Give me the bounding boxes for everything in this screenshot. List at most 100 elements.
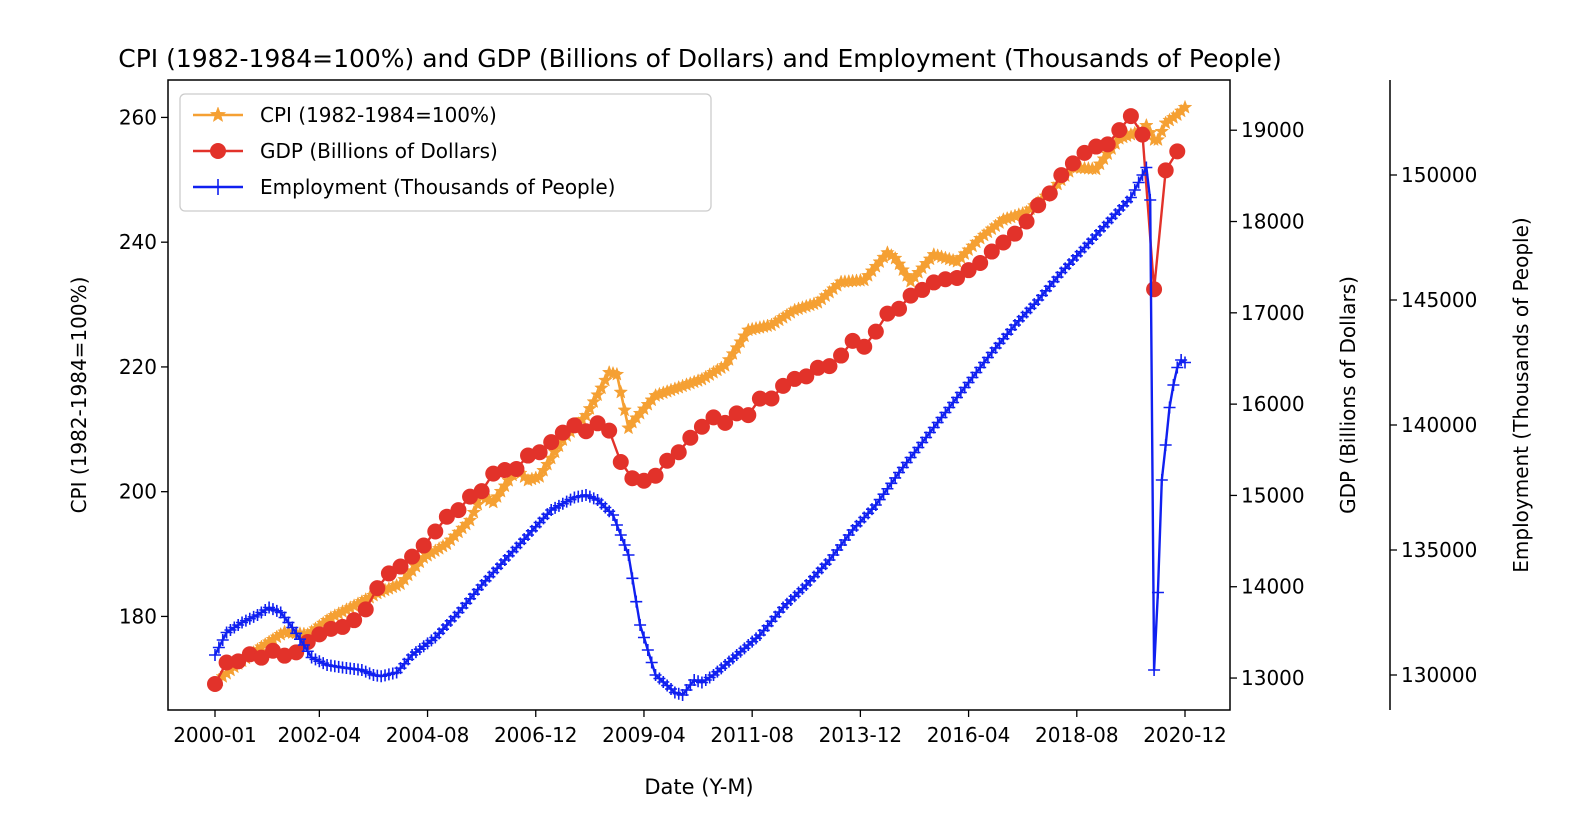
data-point: [1154, 123, 1170, 138]
data-point: [253, 649, 270, 666]
data-point: [230, 653, 247, 670]
data-point: [717, 414, 734, 431]
y-tick-label: 15000: [1241, 483, 1305, 507]
data-point: [210, 179, 226, 195]
data-point: [209, 106, 227, 123]
data-point: [404, 548, 421, 565]
data-point: [891, 256, 907, 271]
data-point: [582, 400, 598, 415]
data-point: [891, 300, 908, 317]
legend-box: [179, 93, 712, 212]
data-point: [288, 644, 305, 661]
data-point: [634, 619, 647, 631]
data-point: [601, 422, 618, 439]
data-point: [438, 508, 455, 525]
data-point: [887, 250, 903, 265]
chart-title: CPI (1982-1984=100%) and GDP (Billions o…: [118, 44, 1281, 73]
data-point: [209, 649, 221, 661]
data-point: [531, 444, 548, 461]
legend-item: CPI (1982-1984=100%): [193, 103, 497, 127]
x-tick-label: 2011-08: [710, 723, 794, 747]
data-point: [1167, 379, 1180, 391]
data-point: [496, 462, 513, 479]
data-point: [630, 595, 643, 608]
y-axis-emp: 130000 135000 140000 145000 150000 Employment…: [1389, 80, 1533, 710]
data-point: [1155, 474, 1168, 486]
x-tick-label: 2002-04: [278, 723, 362, 747]
y-tick-label: 145000: [1401, 288, 1477, 312]
data-point: [682, 429, 699, 446]
data-point: [1064, 155, 1081, 172]
y-tick-label: 13000: [1241, 666, 1305, 690]
series-layer: [207, 99, 1193, 701]
data-point: [1163, 401, 1176, 414]
y-tick-label: 200: [119, 480, 157, 504]
x-tick-label: 2009-04: [602, 723, 686, 747]
data-point: [210, 143, 226, 159]
series-gdp: [207, 108, 1186, 692]
data-point: [899, 267, 915, 283]
data-point: [554, 424, 571, 441]
data-point: [380, 565, 397, 582]
y-tick-label: 130000: [1401, 663, 1477, 687]
data-point: [1179, 356, 1191, 369]
data-point: [1111, 122, 1128, 139]
data-point: [462, 512, 478, 527]
data-point: [607, 509, 620, 521]
data-point: [821, 358, 838, 375]
data-point: [594, 380, 609, 395]
x-tick-label: 2004-08: [386, 723, 470, 747]
data-point: [392, 558, 409, 575]
data-point: [334, 618, 351, 635]
data-point: [207, 675, 223, 692]
x-tick-label: 2020-12: [1143, 723, 1227, 747]
data-point: [645, 656, 658, 669]
data-point: [369, 580, 386, 597]
y-tick-label: 140000: [1401, 413, 1477, 437]
x-tick-label: 2013-12: [819, 723, 903, 747]
data-point: [641, 644, 654, 656]
y-tick-label: 16000: [1241, 392, 1305, 416]
plot-area: [167, 79, 1231, 711]
legend-label: CPI (1982-1984=100%): [260, 103, 497, 127]
x-tick-label: 2016-04: [927, 723, 1011, 747]
y-tick-label: 19000: [1241, 118, 1305, 142]
data-point: [589, 415, 606, 432]
x-tick-label: 2000-01: [173, 723, 257, 747]
x-axis: 2000-01 2002-04 2004-08 2006-12 2009-04 2011-…: [173, 710, 1227, 747]
x-tick-label: 2018-08: [1035, 723, 1119, 747]
y-tick-label: 150000: [1401, 163, 1477, 187]
y-tick-label: 180: [119, 604, 157, 628]
data-point: [1124, 191, 1137, 204]
y-axis-gdp: 13000 14000 15000 16000 17000 18000 19000 GDP (…: [1230, 118, 1360, 690]
data-point: [466, 504, 482, 519]
data-point: [618, 539, 631, 551]
data-point: [613, 384, 629, 399]
legend-label: Employment (Thousands of People): [260, 175, 615, 199]
data-point: [972, 254, 989, 271]
y-tick-label: 260: [119, 105, 157, 129]
data-point: [590, 387, 605, 402]
data-point: [346, 612, 363, 629]
data-point: [450, 502, 467, 519]
data-point: [614, 529, 627, 541]
y-tick-label: 17000: [1241, 301, 1305, 325]
data-point: [1041, 185, 1058, 202]
y-axis-cpi: 180 200 220 240 260 CPI (1982-1984=100%): [67, 105, 168, 628]
data-point: [856, 338, 873, 355]
data-point: [948, 269, 965, 286]
data-point: [301, 645, 314, 658]
data-point: [647, 467, 664, 484]
y-axis-label: CPI (1982-1984=100%): [67, 277, 91, 514]
data-point: [216, 634, 229, 646]
data-point: [659, 452, 676, 469]
data-point: [1177, 99, 1193, 114]
data-point: [798, 368, 815, 385]
data-point: [427, 523, 444, 540]
data-point: [415, 537, 432, 554]
x-axis-label: Date (Y-M): [644, 775, 753, 799]
data-point: [1053, 167, 1070, 184]
data-point: [960, 262, 977, 279]
y-tick-label: 14000: [1241, 575, 1305, 599]
